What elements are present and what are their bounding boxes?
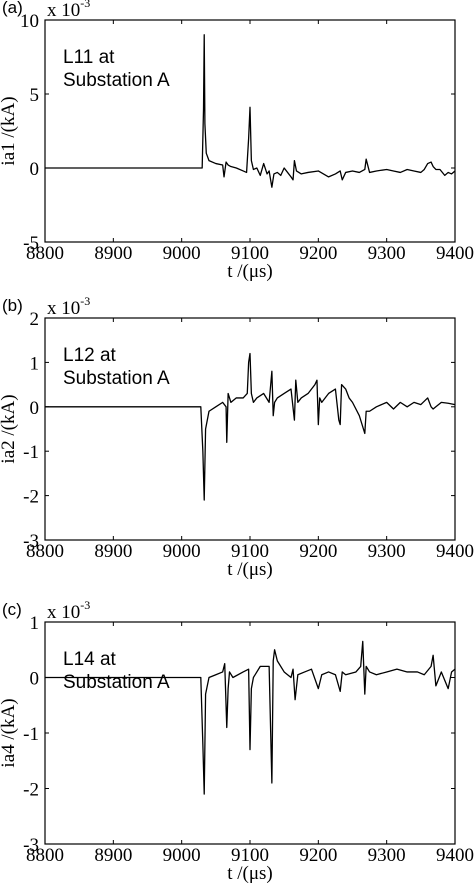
- x-axis-label: t /(μs): [227, 863, 273, 883]
- annotation-line-1: L14 at: [63, 649, 117, 670]
- x-axis-label: t /(μs): [227, 261, 273, 282]
- x-tick-label: 9300: [368, 541, 406, 562]
- scale-exponent: -3: [80, 294, 90, 308]
- x-tick-label: 9100: [231, 845, 269, 866]
- x-tick-label: 8900: [94, 845, 132, 866]
- x-tick-label: 8800: [26, 845, 64, 866]
- scale-exponent: -3: [80, 0, 90, 10]
- x-tick-label: 8800: [26, 541, 64, 562]
- x-tick-label: 9200: [299, 541, 337, 562]
- x-tick-label: 9400: [436, 243, 474, 264]
- y-tick-label: 1: [30, 353, 40, 374]
- y-axis-label: ia2 /(kA): [0, 394, 19, 463]
- panel-label: (b): [2, 296, 23, 315]
- y-scale-factor: x 10-3: [47, 598, 90, 623]
- annotation-line-1: L11 at: [63, 47, 115, 68]
- y-tick-label: 10: [20, 11, 39, 32]
- scale-base: x 10: [47, 0, 80, 21]
- chart-panel-3: 8800 8900 9000 9100 9200 9300 9400 -3 -2 -1 0 1 x 10…: [0, 598, 474, 883]
- annotation-line-2: Substation A: [63, 672, 170, 693]
- annotation-line-2: Substation A: [63, 368, 170, 389]
- series-line: [45, 34, 456, 188]
- x-tick-label: 9300: [368, 845, 406, 866]
- x-tick-label: 9000: [163, 541, 201, 562]
- series-line: [45, 352, 456, 501]
- y-tick-label: 1: [30, 613, 40, 634]
- annotation-line-1: L12 at: [63, 345, 117, 366]
- y-axis-label: ia1 /(kA): [0, 96, 19, 165]
- scale-exponent: -3: [80, 598, 90, 612]
- x-tick-label: 9000: [163, 243, 201, 264]
- y-scale-factor: x 10-3: [47, 0, 90, 21]
- y-tick-label: 2: [30, 309, 40, 330]
- x-tick-label: 9400: [436, 541, 474, 562]
- x-tick-label: 8800: [26, 243, 64, 264]
- x-tick-label: 9000: [163, 845, 201, 866]
- x-tick-label: 9200: [299, 845, 337, 866]
- x-tick-label: 9300: [368, 243, 406, 264]
- y-tick-label: -2: [23, 487, 39, 508]
- scale-base: x 10: [47, 602, 80, 623]
- annotation-line-2: Substation A: [63, 70, 170, 91]
- chart-panel-2: 8800 8900 9000 9100 9200 9300 9400 -3 -2 -1 0 1 2 x 1…: [0, 294, 474, 580]
- x-axis-label: t /(μs): [227, 559, 273, 580]
- chart-panel-1: 8800 8900 9000 9100 9200 9300 9400 -5 0 5 10 x 10-3…: [0, 0, 474, 282]
- y-tick-label: 5: [30, 85, 40, 106]
- x-tick-label: 9100: [231, 541, 269, 562]
- y-scale-factor: x 10-3: [47, 294, 90, 319]
- y-tick-label: 0: [30, 159, 40, 180]
- y-tick-label: -1: [23, 442, 39, 463]
- x-tick-label: 9200: [299, 243, 337, 264]
- x-tick-label: 9400: [436, 845, 474, 866]
- series-line: [45, 640, 456, 795]
- scale-base: x 10: [47, 298, 80, 319]
- x-tick-label: 9100: [231, 243, 269, 264]
- x-tick-label: 8900: [94, 541, 132, 562]
- panel-label: (c): [2, 600, 22, 619]
- panel-label: (a): [2, 0, 23, 17]
- y-tick-label: -2: [23, 780, 39, 801]
- y-tick-label: -3: [23, 531, 39, 552]
- y-tick-label: -1: [23, 724, 39, 745]
- x-tick-label: 8900: [94, 243, 132, 264]
- y-axis-label: ia4 /(kA): [0, 698, 19, 767]
- y-tick-label: 0: [30, 669, 40, 690]
- y-tick-label: -3: [23, 835, 39, 856]
- y-tick-label: 0: [30, 398, 40, 419]
- y-tick-label: -5: [23, 233, 39, 254]
